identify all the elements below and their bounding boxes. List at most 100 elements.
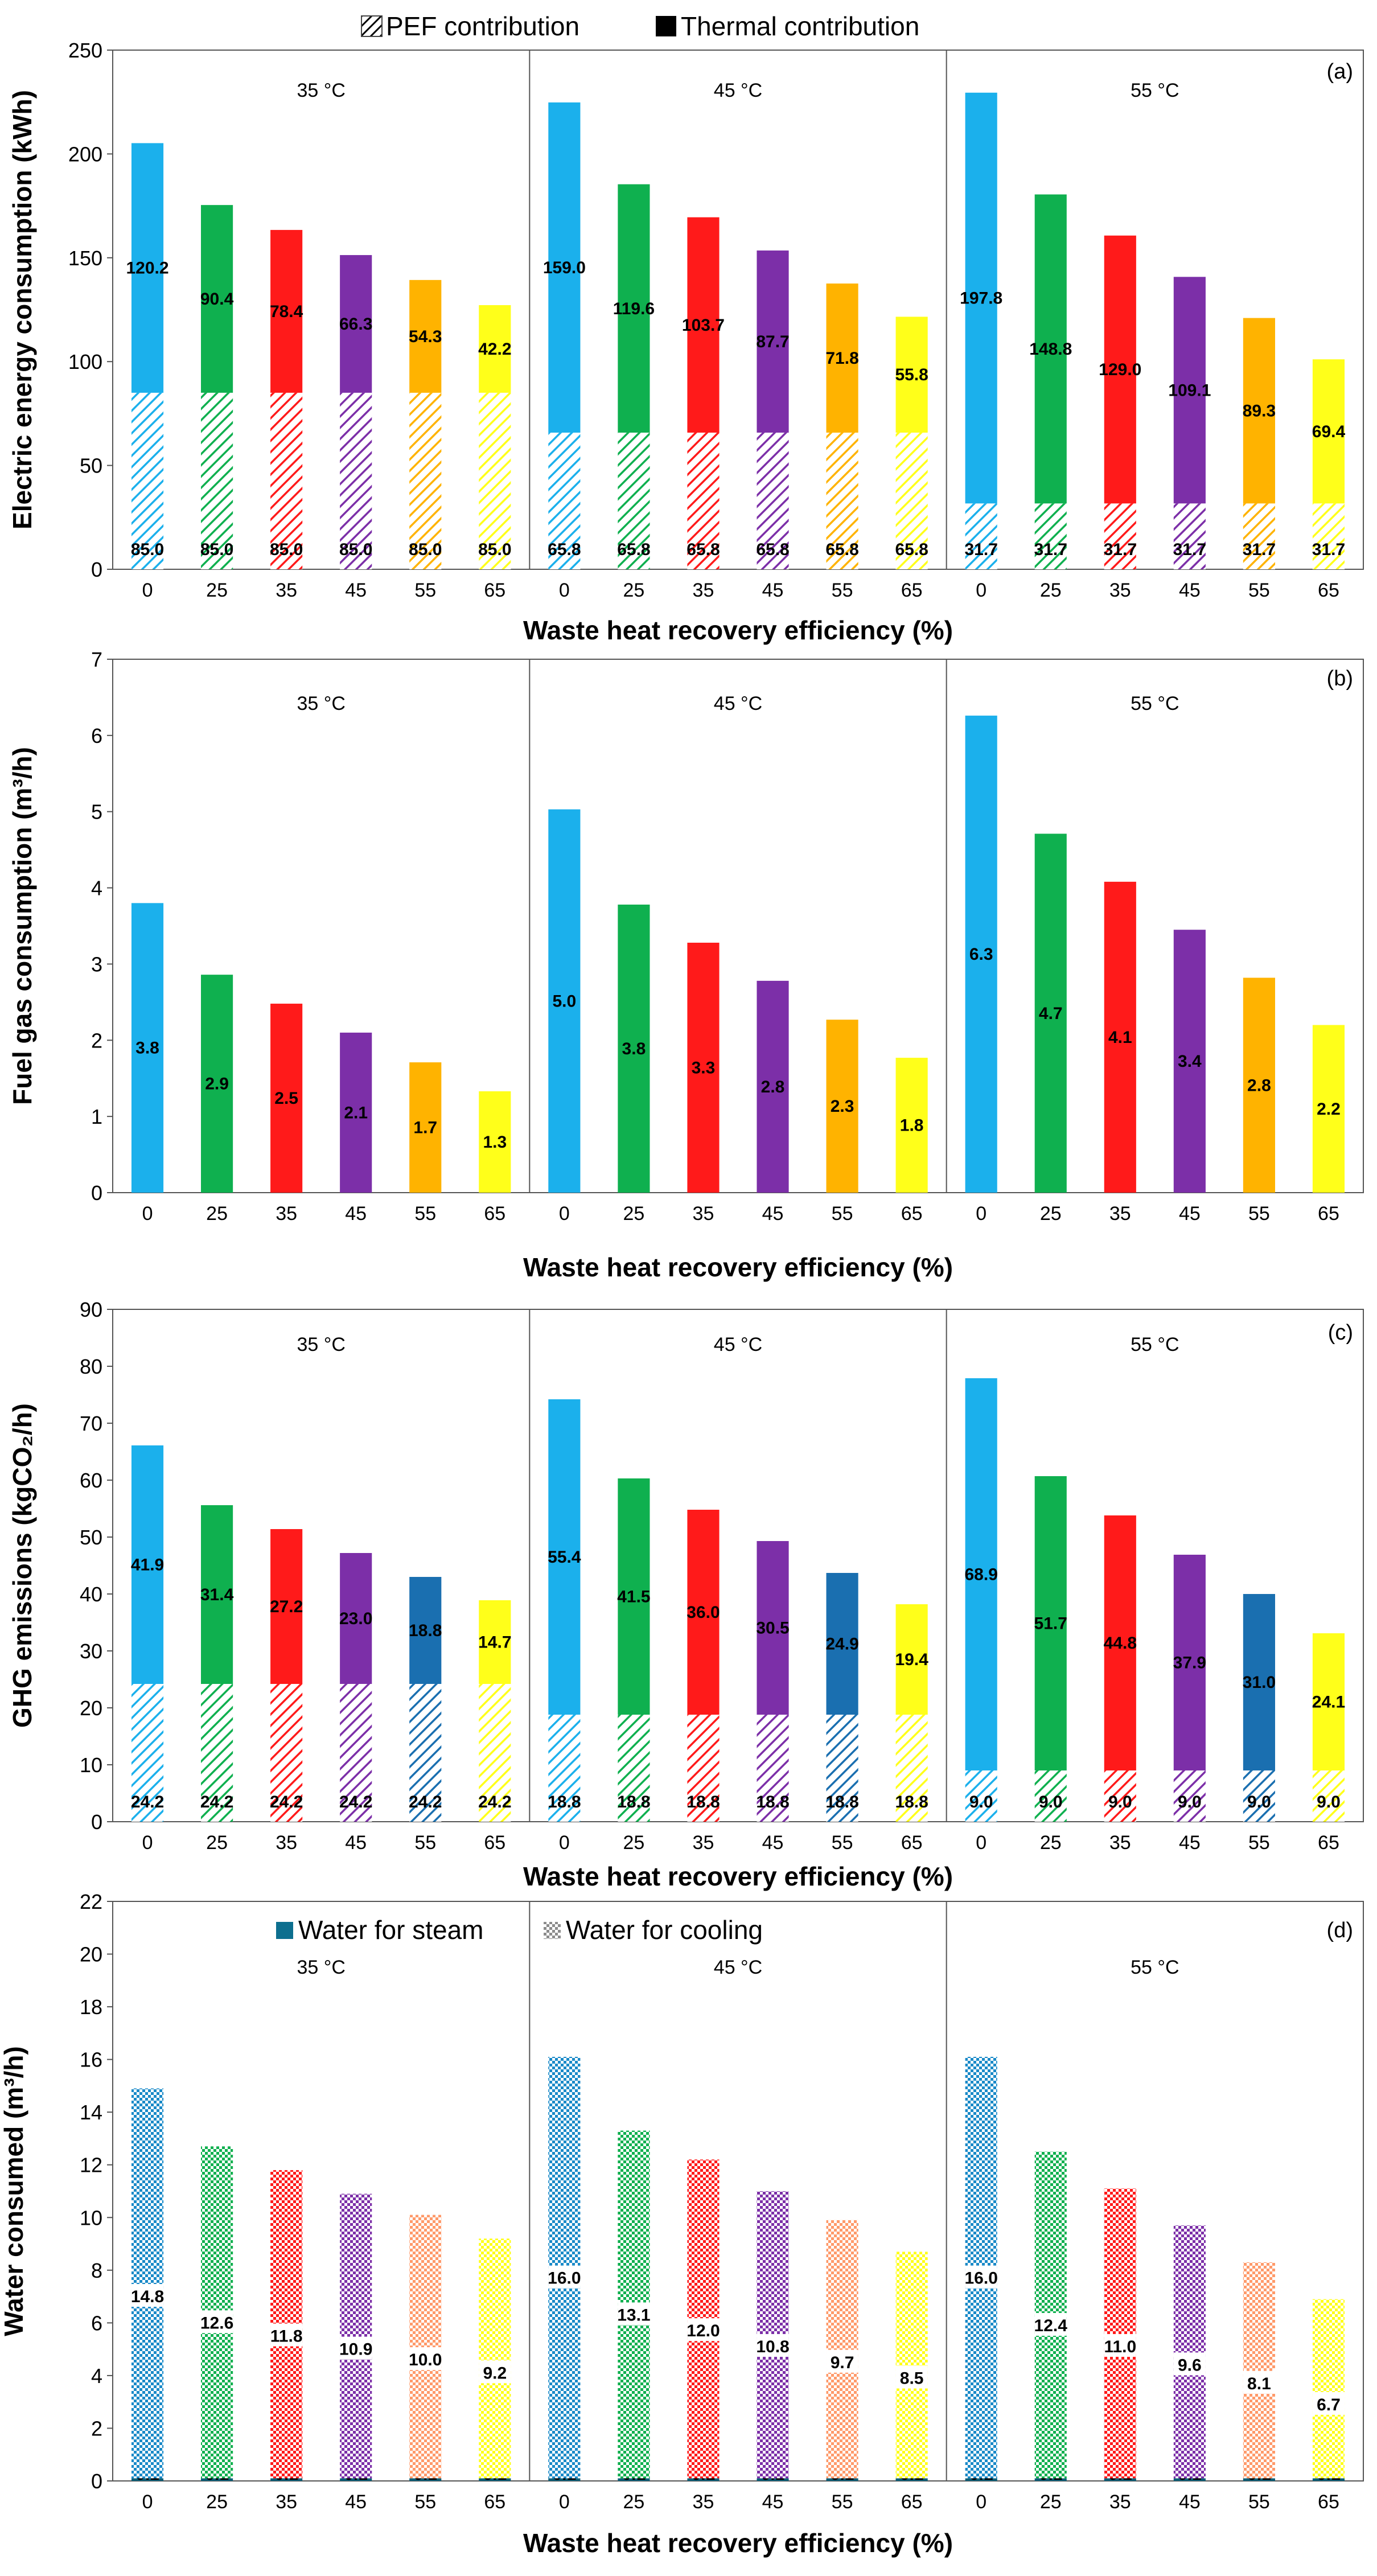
- data-label: 19.4: [895, 1650, 928, 1669]
- group-title: 35 °C: [297, 1334, 345, 1355]
- x-tick-label: 65: [484, 580, 505, 601]
- bar-segment-thermal: [270, 1004, 303, 1193]
- bar-segment-pef: [131, 392, 164, 569]
- y-tick-label: 0: [91, 1181, 102, 1205]
- data-label: 85.0: [339, 540, 372, 559]
- y-tick-label: 90: [80, 1298, 102, 1321]
- data-label: 10.0: [409, 2351, 442, 2369]
- data-label: 197.8: [960, 289, 1002, 308]
- bar-segment-cooling: [687, 2331, 720, 2479]
- data-label: 78.4: [270, 302, 303, 321]
- y-tick-label: 14: [80, 2101, 102, 2124]
- data-label: 9.6: [1178, 2356, 1202, 2374]
- x-tick-label: 65: [901, 1832, 923, 1854]
- data-label: 18.8: [756, 1793, 789, 1811]
- bar-segment-thermal: [618, 1478, 650, 1715]
- bar-segment-pef: [1173, 503, 1206, 569]
- bar-segment-thermal: [1173, 1555, 1206, 1770]
- group-title: 35 °C: [297, 693, 345, 714]
- y-tick-label: 16: [80, 2048, 102, 2072]
- bar-segment-cooling: [409, 2215, 442, 2360]
- x-tick-label: 45: [762, 580, 784, 601]
- data-label: 44.8: [1104, 1634, 1137, 1653]
- bar-segment-steam: [131, 2478, 164, 2481]
- steam-legend-swatch: [276, 1922, 293, 1939]
- data-label: 37.9: [1173, 1654, 1206, 1673]
- y-tick-label: 30: [80, 1640, 102, 1663]
- y-tick-label: 100: [68, 350, 102, 373]
- x-tick-label: 65: [901, 580, 923, 601]
- x-axis-label: Waste heat recovery efficiency (%): [523, 1862, 953, 1891]
- plot-frame: [112, 50, 1364, 570]
- data-label: 85.0: [478, 540, 511, 559]
- x-tick-label: 0: [559, 2491, 570, 2513]
- y-tick-label: 150: [68, 246, 102, 270]
- bar-segment-cooling: [757, 2347, 789, 2479]
- x-tick-label: 45: [345, 580, 367, 601]
- top-legend: PEF contribution Thermal contribution: [361, 11, 919, 41]
- data-label: 31.0: [1243, 1673, 1276, 1692]
- data-label-box: [479, 2360, 511, 2384]
- temperature-group: 55 °C 0 31.7 197.8 25 31.7 148.8 35 31.7 129.0 45 3…: [946, 50, 1345, 601]
- data-label: 87.7: [756, 332, 789, 351]
- bar-segment-pef: [548, 1715, 581, 1822]
- data-label: 9.0: [1108, 1793, 1132, 1811]
- bar-segment-pef: [479, 1684, 511, 1822]
- bar-segment-cooling: [1104, 2188, 1136, 2347]
- x-tick-label: 0: [976, 1832, 986, 1854]
- bar-segment-pef: [895, 1715, 928, 1822]
- bar-segment-pef: [687, 1715, 720, 1822]
- x-tick-label: 55: [832, 580, 853, 601]
- data-label: 65.8: [617, 540, 650, 559]
- data-label: 2.1: [344, 1103, 368, 1122]
- data-label-box: [1243, 2370, 1275, 2394]
- bar-segment-pef: [826, 432, 858, 569]
- data-label: 31.4: [200, 1585, 234, 1604]
- bar-segment-pef: [1034, 503, 1067, 569]
- bar-segment-pef: [1104, 1770, 1136, 1822]
- bar-segment-steam: [1034, 2478, 1067, 2481]
- x-tick-label: 35: [693, 1203, 714, 1225]
- data-label: 31.7: [1034, 540, 1067, 559]
- data-label: 42.2: [478, 340, 511, 359]
- group-title: 35 °C: [297, 80, 345, 101]
- data-label: 41.9: [131, 1556, 164, 1575]
- bar-segment-pef: [270, 1684, 303, 1822]
- data-label-box: [687, 2318, 720, 2341]
- x-tick-label: 0: [142, 1203, 153, 1225]
- bar-segment-thermal: [131, 903, 164, 1193]
- bar-segment-thermal: [895, 1604, 928, 1715]
- data-label: 2.8: [1247, 1076, 1271, 1095]
- x-tick-label: 65: [1318, 580, 1339, 601]
- y-tick-label: 22: [80, 1890, 102, 1913]
- bar-segment-steam: [687, 2478, 720, 2481]
- data-label: 12.4: [1034, 2316, 1068, 2335]
- data-label: 9.7: [831, 2353, 854, 2372]
- bar-segment-cooling: [1173, 2225, 1206, 2365]
- bar-segment-thermal: [479, 305, 511, 393]
- bar-segment-cooling: [409, 2360, 442, 2479]
- temperature-group: 35 °C 0 85.0 120.2 25 85.0 90.4 35 85.0 78.4 45 85.…: [126, 80, 511, 601]
- bar-segment-thermal: [1173, 930, 1206, 1193]
- data-label-box: [757, 2334, 789, 2357]
- x-tick-label: 45: [345, 1203, 367, 1225]
- temperature-group: 45 °C00.116.0250.113.1350.112.0450.110.8…: [529, 1901, 928, 2513]
- bar-segment-thermal: [965, 1378, 997, 1770]
- data-label: 1.7: [413, 1119, 437, 1137]
- bar-segment-cooling: [1312, 2299, 1345, 2405]
- data-label: 1.8: [900, 1116, 924, 1135]
- data-label: 9.0: [1039, 1793, 1063, 1811]
- temperature-group: 55 °C 0 9.0 68.9 25 9.0 51.7 35 9.0 44.8 45 9.0 37.9…: [946, 1309, 1345, 1854]
- data-label: 14.7: [478, 1633, 511, 1652]
- panel-d: 0 2 4 6 8 10 12 14 16 18 20 22 Water consumed (m³/h)…: [0, 1890, 1364, 2558]
- x-tick-label: 35: [693, 580, 714, 601]
- bar-segment-steam: [757, 2478, 789, 2481]
- x-tick-label: 55: [1248, 2491, 1270, 2513]
- x-tick-label: 35: [693, 2491, 714, 2513]
- data-label-box: [1034, 2312, 1067, 2336]
- bar-segment-pef: [618, 1715, 650, 1822]
- bar-segment-thermal: [757, 980, 789, 1193]
